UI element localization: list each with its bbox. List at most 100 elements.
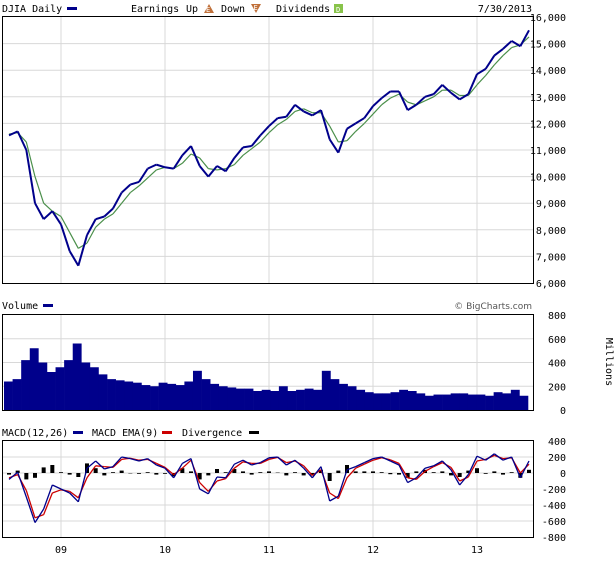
volume-bar: [424, 395, 434, 410]
price-segment: [450, 92, 461, 101]
price-segment: [493, 48, 504, 57]
macd-ema-segment: [364, 459, 374, 465]
volume-bar: [175, 385, 185, 410]
price-segment: [432, 84, 444, 95]
macd-segment: [459, 474, 469, 486]
earnings-down-icon: E: [251, 4, 261, 13]
dividends-icon: D: [334, 4, 343, 14]
price-segment: [250, 134, 262, 147]
ma-segment: [147, 169, 157, 179]
divergence-bar: [145, 472, 150, 473]
macd-segment: [199, 488, 209, 495]
ma-segment: [86, 226, 97, 244]
divergence-bar: [509, 472, 514, 473]
macd-ema-segment: [346, 467, 357, 479]
macd-ema-segment: [95, 465, 105, 468]
macd-ema-segment: [398, 463, 409, 479]
macd-ema-segment: [43, 492, 53, 515]
volume-bar: [416, 393, 426, 410]
macd-ema-segment: [216, 477, 226, 482]
price-segment: [138, 168, 149, 183]
divergence-bar: [258, 472, 263, 473]
price-segment: [424, 93, 434, 98]
macd-segment: [190, 458, 201, 490]
price-segment: [328, 138, 340, 154]
volume-bar: [270, 391, 280, 410]
volume-bar: [459, 393, 469, 410]
macd-segment: [156, 464, 166, 469]
macd-grid: [3, 441, 533, 537]
volume-bar: [519, 395, 529, 410]
price-segment: [25, 149, 36, 204]
volume-header: Volume © BigCharts.com: [2, 301, 532, 312]
macd-ema-segment: [86, 465, 97, 479]
ma-segment: [242, 148, 253, 156]
volume-bar: [330, 379, 340, 410]
macd-segment: [502, 456, 512, 461]
price-segment: [355, 117, 365, 125]
macd-ema-segment: [25, 490, 36, 518]
price-segment: [476, 68, 487, 76]
macd-segment: [337, 469, 348, 497]
macd-ema-segment: [337, 477, 348, 499]
volume-bar: [244, 388, 254, 410]
price-segment: [216, 165, 227, 173]
volume-bar: [347, 386, 357, 410]
divergence-bar: [466, 470, 471, 473]
volume-bar: [433, 394, 443, 410]
price-segment: [311, 109, 322, 117]
price-segment: [519, 29, 530, 47]
price-segment: [459, 93, 469, 101]
ma-segment: [233, 154, 244, 166]
divergence-bar: [7, 473, 11, 475]
macd-segment: [43, 484, 53, 510]
divergence-bar: [518, 473, 523, 478]
macd-legend-swatch: [73, 431, 83, 434]
volume-bar: [81, 362, 91, 410]
macd-segment: [424, 465, 434, 469]
divergence-bar: [483, 473, 488, 474]
divergence-bar: [24, 473, 29, 480]
divergence-bar: [102, 473, 107, 476]
divergence-bar: [527, 469, 531, 473]
volume-bar: [381, 393, 391, 410]
price-segment: [277, 115, 287, 120]
volume-bar: [107, 379, 116, 410]
volume-axis: 0 200 400 600 800: [548, 311, 566, 417]
macd-ema-segment: [433, 462, 443, 468]
volume-bar: [72, 343, 82, 410]
macd-segment: [173, 463, 183, 479]
macd-segment: [311, 466, 322, 479]
macd-segment: [242, 459, 252, 466]
ma-segment: [34, 176, 45, 204]
macd-segment: [121, 456, 131, 460]
earnings-label: Earnings: [131, 4, 179, 15]
symbol-legend-swatch: [67, 7, 77, 10]
x-tick-label: 09: [55, 545, 67, 556]
ma-segment: [433, 89, 443, 98]
price-segment: [259, 125, 270, 137]
macd-segment: [286, 459, 296, 466]
macd-segment: [86, 460, 97, 469]
volume-bar: [132, 382, 142, 410]
macd-ema-segment: [112, 458, 123, 468]
ma-segment: [78, 242, 88, 249]
divergence-bar: [50, 465, 55, 473]
volume-bar: [476, 394, 486, 410]
ma-segment: [346, 130, 357, 142]
volume-bar: [321, 370, 331, 410]
volume-bar: [399, 389, 409, 410]
price-segment: [502, 40, 513, 50]
price-tick-label: 12,000: [530, 119, 566, 130]
macd-ema-segment: [372, 457, 382, 461]
divergence-bar: [379, 472, 384, 473]
macd-ema-segment: [52, 489, 62, 494]
macd-segment: [130, 457, 140, 462]
volume-bar: [373, 393, 383, 410]
macd-ema-segment: [303, 465, 313, 476]
price-segment: [130, 180, 140, 186]
price-tick-label: 8,000: [536, 226, 566, 237]
earnings-up-label: Up: [186, 4, 198, 15]
macd-ema-segment: [164, 466, 175, 476]
